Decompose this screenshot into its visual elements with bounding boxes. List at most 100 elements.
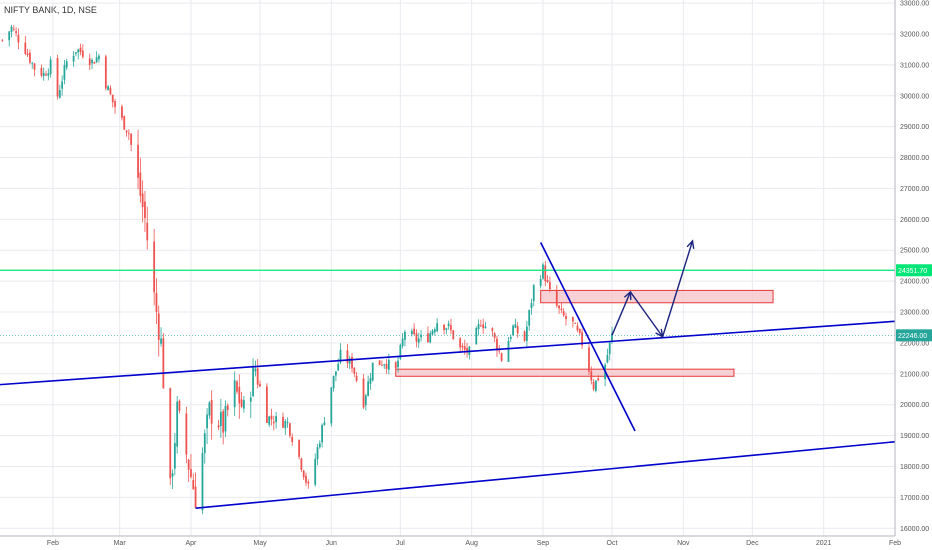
candle-body — [187, 459, 190, 470]
candle-body — [371, 362, 374, 381]
grid-lines — [0, 0, 896, 536]
candle-body — [574, 323, 577, 324]
candle-body — [606, 355, 609, 363]
candle-body — [217, 425, 220, 428]
candle-body — [493, 333, 496, 338]
y-tick-label: 29000.00 — [900, 124, 929, 131]
candle-body — [578, 329, 581, 333]
candle-body — [206, 414, 208, 429]
candle-body — [56, 57, 59, 97]
candle-body — [369, 378, 372, 384]
candle-body — [49, 59, 52, 75]
candle-body — [496, 338, 498, 351]
candle-body — [171, 473, 174, 477]
candle-body — [509, 336, 512, 339]
candle-body — [507, 341, 510, 362]
candle-body — [107, 86, 110, 91]
candle-body — [383, 364, 386, 366]
candle-body — [415, 333, 418, 342]
candle-body — [530, 303, 533, 309]
candle-body — [139, 172, 142, 196]
x-tick-label: 2021 — [816, 540, 832, 547]
candle-body — [300, 458, 303, 470]
candle-body — [316, 447, 319, 460]
y-tick-label: 18000.00 — [900, 464, 929, 471]
candle-body — [270, 415, 273, 420]
candle-body — [542, 264, 544, 279]
candle-body — [429, 333, 432, 343]
candle-body — [611, 333, 613, 342]
candle-body — [111, 94, 114, 103]
y-tick-label: 27000.00 — [900, 186, 929, 193]
x-tick-label: Sep — [537, 540, 550, 547]
y-tick-label: 24000.00 — [900, 279, 929, 286]
candle-body — [77, 49, 80, 53]
candle-body — [445, 328, 448, 330]
candle-body — [523, 331, 526, 341]
candle-body — [1, 39, 4, 41]
candle-body — [351, 356, 353, 369]
chart-title: NIFTY BANK, 1D, NSE — [4, 5, 97, 15]
resistance-support-zones — [395, 289, 774, 377]
candle-body — [401, 338, 404, 347]
candle-body — [176, 401, 179, 447]
candle-body — [256, 368, 259, 385]
drawn-lines — [0, 239, 896, 509]
candle-body — [178, 400, 181, 411]
candle-body — [93, 62, 96, 64]
candle-body — [137, 144, 139, 178]
candle-body — [194, 486, 197, 508]
y-tick-label: 23000.00 — [900, 310, 929, 317]
candle-body — [491, 328, 494, 331]
candle-body — [254, 368, 257, 372]
candle-body — [479, 325, 482, 327]
candle-body — [592, 381, 595, 390]
candle-body — [539, 278, 542, 286]
x-tick-label: Aug — [465, 540, 478, 547]
candle-body — [286, 422, 289, 423]
candle-body — [404, 331, 406, 340]
candle-body — [26, 53, 29, 56]
candle-body — [249, 397, 252, 402]
candle-body — [576, 325, 579, 331]
candle-body — [61, 81, 64, 89]
candle-body — [45, 74, 47, 76]
candle-body — [58, 90, 61, 98]
y-tick-label: 31000.00 — [900, 62, 929, 69]
candle-body — [314, 458, 317, 485]
candle-body — [40, 67, 43, 76]
candle-body — [452, 330, 455, 340]
candle-body — [597, 378, 600, 381]
x-tick-label: Apr — [186, 540, 198, 547]
candle-body — [153, 241, 156, 293]
y-tick-label: 33000.00 — [900, 1, 929, 8]
candle-body — [72, 55, 75, 62]
candle-body — [109, 88, 112, 95]
candle-body — [288, 423, 291, 436]
candle-body — [173, 443, 176, 469]
candle-body — [63, 65, 66, 80]
candle-body — [265, 386, 268, 423]
candle-body — [397, 360, 399, 368]
candle-body — [459, 338, 462, 348]
candle-body — [91, 59, 93, 64]
last-price-tag: 22246.00 — [898, 333, 927, 340]
candle-body — [514, 324, 517, 328]
candle-body — [498, 350, 501, 352]
candle-body — [450, 325, 452, 331]
candle-body — [47, 73, 50, 76]
trendline — [0, 320, 896, 386]
candle-body — [466, 347, 468, 353]
candle-body — [75, 52, 77, 54]
x-tick-label: May — [253, 540, 267, 547]
candle-body — [562, 311, 565, 316]
candle-body — [238, 386, 241, 404]
candle-body — [8, 31, 11, 41]
x-tick-label: Feb — [889, 540, 901, 547]
candle-body — [146, 222, 149, 241]
candle-body — [330, 387, 333, 424]
candle-body — [581, 332, 583, 346]
candle-body — [268, 416, 271, 425]
candle-body — [461, 345, 464, 348]
